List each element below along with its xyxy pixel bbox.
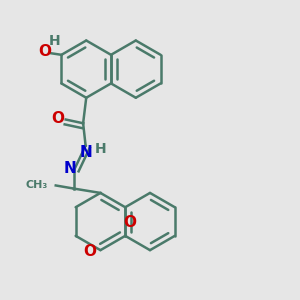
- Text: O: O: [83, 244, 96, 259]
- Text: O: O: [52, 111, 65, 126]
- Text: N: N: [64, 161, 76, 176]
- Text: N: N: [80, 145, 93, 160]
- Text: O: O: [123, 215, 136, 230]
- Text: CH₃: CH₃: [26, 180, 48, 190]
- Text: H: H: [94, 142, 106, 156]
- Text: O: O: [38, 44, 52, 59]
- Text: H: H: [49, 34, 60, 48]
